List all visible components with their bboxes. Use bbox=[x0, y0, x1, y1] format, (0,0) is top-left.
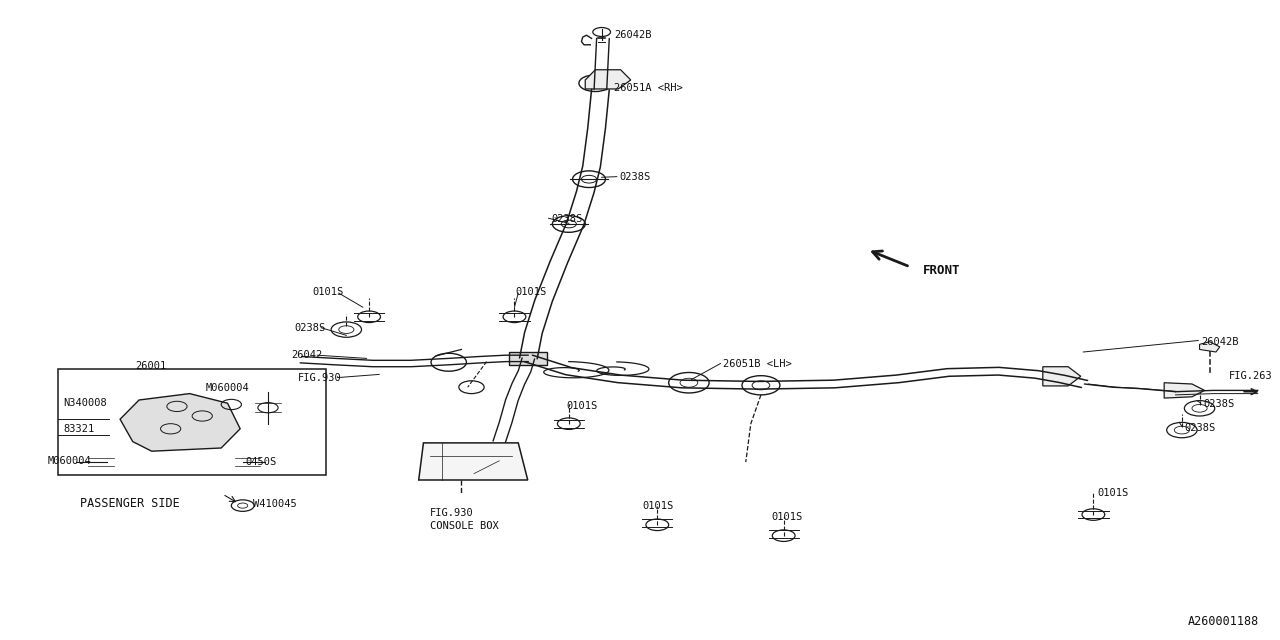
Polygon shape bbox=[585, 70, 631, 89]
Text: 0238S: 0238S bbox=[552, 214, 582, 224]
Text: 0238S: 0238S bbox=[620, 172, 650, 182]
Text: FIG.930: FIG.930 bbox=[430, 508, 474, 518]
Text: 26001: 26001 bbox=[136, 361, 166, 371]
Text: 0450S: 0450S bbox=[246, 457, 276, 467]
Text: CONSOLE BOX: CONSOLE BOX bbox=[430, 521, 498, 531]
Text: 0101S: 0101S bbox=[643, 500, 673, 511]
Text: 0238S: 0238S bbox=[1203, 399, 1235, 410]
Polygon shape bbox=[120, 394, 241, 451]
Text: 26051A <RH>: 26051A <RH> bbox=[614, 83, 684, 93]
Polygon shape bbox=[1165, 383, 1204, 398]
Text: 0101S: 0101S bbox=[312, 287, 344, 298]
Text: 26042: 26042 bbox=[291, 350, 323, 360]
Text: PASSENGER SIDE: PASSENGER SIDE bbox=[79, 497, 179, 510]
Polygon shape bbox=[1199, 342, 1220, 352]
Text: W410045: W410045 bbox=[253, 499, 297, 509]
Text: N340008: N340008 bbox=[63, 397, 108, 408]
Text: 0238S: 0238S bbox=[294, 323, 326, 333]
Text: M060004: M060004 bbox=[49, 456, 92, 466]
Text: 83321: 83321 bbox=[63, 424, 95, 434]
Text: A260001188: A260001188 bbox=[1188, 616, 1260, 628]
Text: 26042B: 26042B bbox=[614, 30, 652, 40]
Text: 0101S: 0101S bbox=[1097, 488, 1129, 498]
Text: 0101S: 0101S bbox=[771, 512, 803, 522]
Text: 26042B: 26042B bbox=[1201, 337, 1238, 347]
Text: 0101S: 0101S bbox=[516, 287, 547, 298]
Polygon shape bbox=[419, 443, 527, 480]
Text: FIG.263: FIG.263 bbox=[1229, 371, 1272, 381]
Polygon shape bbox=[1043, 367, 1080, 386]
Text: M060004: M060004 bbox=[206, 383, 250, 394]
Text: 0238S: 0238S bbox=[1184, 422, 1216, 433]
Text: FRONT: FRONT bbox=[923, 264, 960, 276]
Bar bbox=[58, 369, 326, 475]
Text: 0101S: 0101S bbox=[566, 401, 598, 412]
Text: 26051B <LH>: 26051B <LH> bbox=[723, 358, 792, 369]
Circle shape bbox=[586, 79, 604, 88]
Bar bbox=[509, 352, 548, 365]
Text: FIG.930: FIG.930 bbox=[297, 372, 342, 383]
